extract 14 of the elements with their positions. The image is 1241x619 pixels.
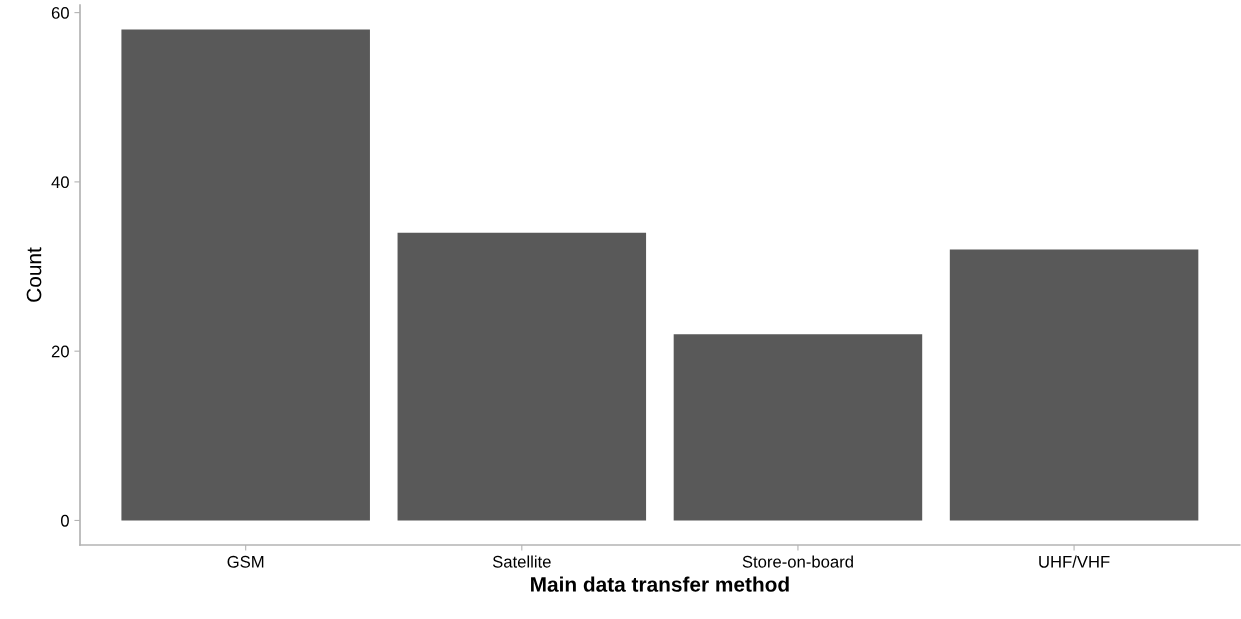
bar bbox=[949, 249, 1199, 521]
bar bbox=[673, 334, 923, 521]
y-tick-label: 60 bbox=[51, 7, 69, 19]
y-axis-title: Count bbox=[26, 247, 42, 302]
x-tick-label: GSM bbox=[227, 555, 264, 568]
x-tick-label: UHF/VHF bbox=[1039, 555, 1110, 568]
bar bbox=[121, 29, 370, 521]
x-tick-label: Satellite bbox=[492, 555, 551, 568]
y-tick-label: 40 bbox=[51, 176, 69, 189]
bar bbox=[397, 232, 647, 521]
x-tick-label: Store-on-board bbox=[742, 555, 853, 568]
y-tick-label: 20 bbox=[51, 345, 69, 358]
x-axis-title: Main data transfer method bbox=[531, 576, 789, 592]
y-tick-label: 0 bbox=[60, 514, 69, 527]
